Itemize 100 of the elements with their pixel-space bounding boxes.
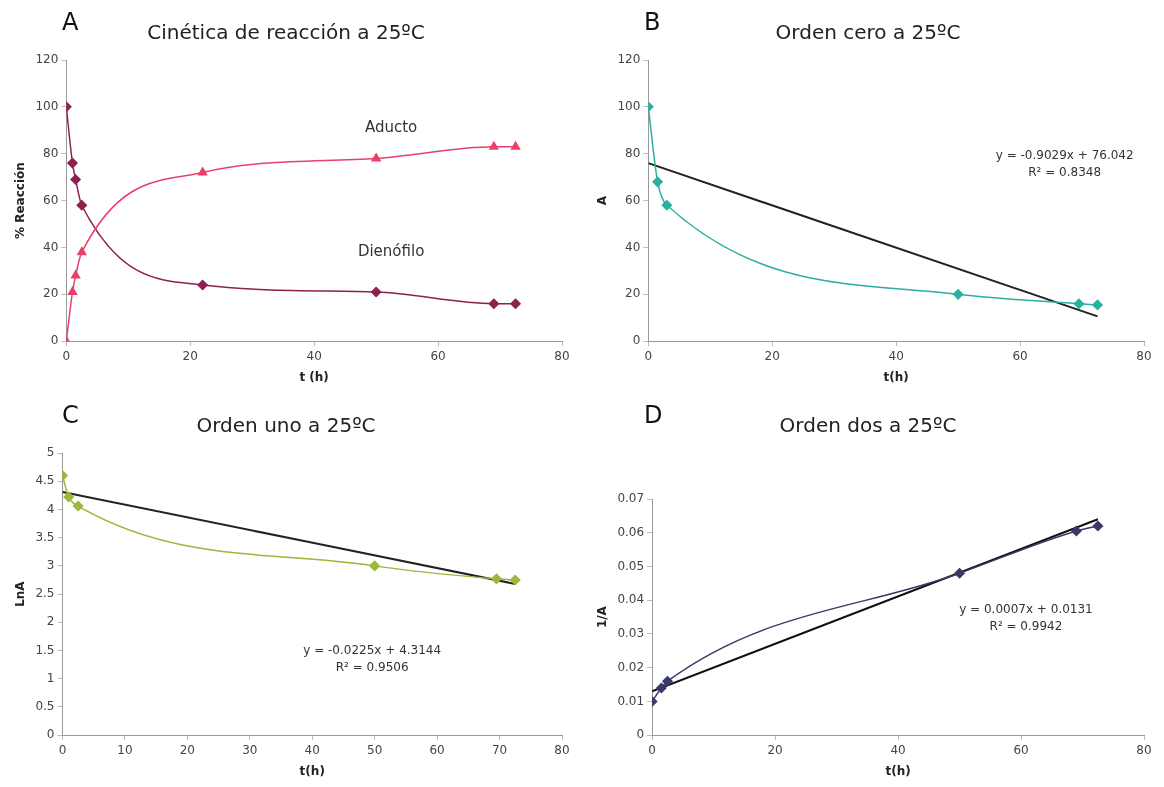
- x-axis-title: t (h): [299, 369, 329, 384]
- y-tick-label: 0.01: [617, 693, 645, 708]
- point: [954, 567, 965, 579]
- y-tick-label: 1.5: [35, 642, 55, 657]
- point: [76, 200, 88, 211]
- y-tick-label: 40: [43, 239, 59, 254]
- x-axis-title: t(h): [883, 369, 909, 384]
- y-axis-title: A: [595, 195, 610, 206]
- point: [72, 500, 84, 512]
- y-tick-label: 60: [43, 192, 59, 207]
- y-tick-label: 100: [617, 98, 641, 113]
- text: C: [62, 401, 79, 430]
- y-tick-label: 0.06: [617, 524, 645, 539]
- point: [70, 174, 81, 185]
- y-tick-label: 3: [46, 558, 55, 573]
- y-tick-label: 0: [50, 333, 59, 348]
- x-tick-label: 10: [117, 742, 133, 757]
- x-tick-label: 20: [182, 348, 198, 363]
- x-tick-label: 60: [1012, 348, 1028, 363]
- y-tick-label: 80: [43, 145, 59, 160]
- y-tick-label: 100: [35, 98, 59, 113]
- y-tick-label: 3.5: [35, 529, 55, 544]
- y-tick-label: 0.02: [617, 659, 645, 674]
- x-tick-label: 0: [62, 348, 71, 363]
- y-tick-label: 0.05: [617, 558, 645, 573]
- x-tick-label: 20: [179, 742, 195, 757]
- y-tick-label: 120: [35, 52, 59, 67]
- chart-title: Cinética de reacción a 25ºC: [147, 20, 425, 45]
- x-tick-label: 60: [430, 348, 446, 363]
- point: [197, 167, 208, 176]
- x-tick-label: 80: [1136, 742, 1152, 757]
- x-tick-label: 80: [554, 348, 570, 363]
- y-tick-label: 0.5: [35, 699, 55, 714]
- point: [1092, 299, 1103, 311]
- point: [488, 298, 500, 309]
- point: [509, 574, 521, 586]
- y-tick-label: 0.04: [617, 592, 645, 607]
- y-tick-label: 0.03: [617, 626, 645, 641]
- text: Dienófilo: [357, 241, 425, 260]
- point: [952, 289, 964, 300]
- y-tick-label: 2.5: [35, 586, 55, 601]
- y-tick-label: 4.5: [35, 473, 55, 488]
- x-tick-label: 20: [767, 742, 783, 757]
- text: D: [644, 401, 663, 430]
- point: [67, 286, 78, 295]
- annotation: y = -0.0225x + 4.3144: [303, 642, 442, 657]
- x-tick-label: 70: [491, 742, 508, 757]
- x-axis-title: t(h): [299, 763, 325, 778]
- point: [1092, 520, 1104, 532]
- point: [652, 176, 663, 188]
- text: B: [644, 8, 661, 37]
- y-tick-label: 0: [632, 333, 641, 348]
- y-axis-title: % Reacción: [13, 162, 28, 240]
- y-tick-label: 0: [636, 727, 645, 742]
- y-tick-label: 80: [625, 145, 641, 160]
- chart-title: Orden cero a 25ºC: [775, 20, 961, 45]
- point: [371, 153, 381, 162]
- point: [662, 675, 673, 687]
- point: [63, 491, 74, 503]
- point: [1071, 525, 1082, 537]
- point: [70, 270, 81, 279]
- y-tick-label: 1: [46, 670, 55, 685]
- point: [489, 141, 499, 150]
- annotation: R² = 0.9942: [989, 618, 1063, 633]
- y-tick-label: 0: [46, 727, 55, 742]
- y-tick-label: 4: [46, 501, 55, 516]
- y-tick-label: 2: [46, 614, 55, 629]
- x-tick-label: 20: [764, 348, 780, 363]
- point: [67, 157, 78, 169]
- y-tick-label: 40: [625, 239, 641, 254]
- annotation: y = -0.9029x + 76.042: [995, 147, 1134, 162]
- y-tick-label: 20: [43, 286, 59, 301]
- text: A: [62, 8, 79, 37]
- point: [510, 298, 521, 309]
- point: [369, 560, 380, 572]
- x-tick-label: 40: [890, 742, 906, 757]
- x-axis-title: t(h): [885, 763, 911, 778]
- point: [491, 573, 502, 585]
- x-tick-label: 40: [306, 348, 322, 363]
- y-tick-label: 0.07: [617, 491, 645, 506]
- point: [1073, 298, 1085, 309]
- x-tick-label: 80: [554, 742, 570, 757]
- x-tick-label: 40: [304, 742, 320, 757]
- y-tick-label: 5: [46, 445, 55, 460]
- x-tick-label: 60: [429, 742, 445, 757]
- annotation: R² = 0.8348: [1028, 164, 1102, 179]
- x-tick-label: 50: [367, 742, 383, 757]
- x-tick-label: 0: [648, 742, 656, 757]
- x-tick-label: 30: [242, 742, 258, 757]
- x-tick-label: 60: [1013, 742, 1029, 757]
- chart-title: Orden dos a 25ºC: [779, 413, 957, 438]
- y-tick-label: 60: [625, 192, 641, 207]
- point: [661, 200, 673, 211]
- y-tick-label: 120: [617, 52, 641, 67]
- point: [510, 141, 521, 150]
- point: [370, 286, 382, 298]
- y-axis-title: 1/A: [595, 605, 610, 629]
- chart-title: Orden uno a 25ºC: [196, 413, 376, 438]
- annotation: R² = 0.9506: [335, 659, 409, 674]
- point: [656, 682, 667, 694]
